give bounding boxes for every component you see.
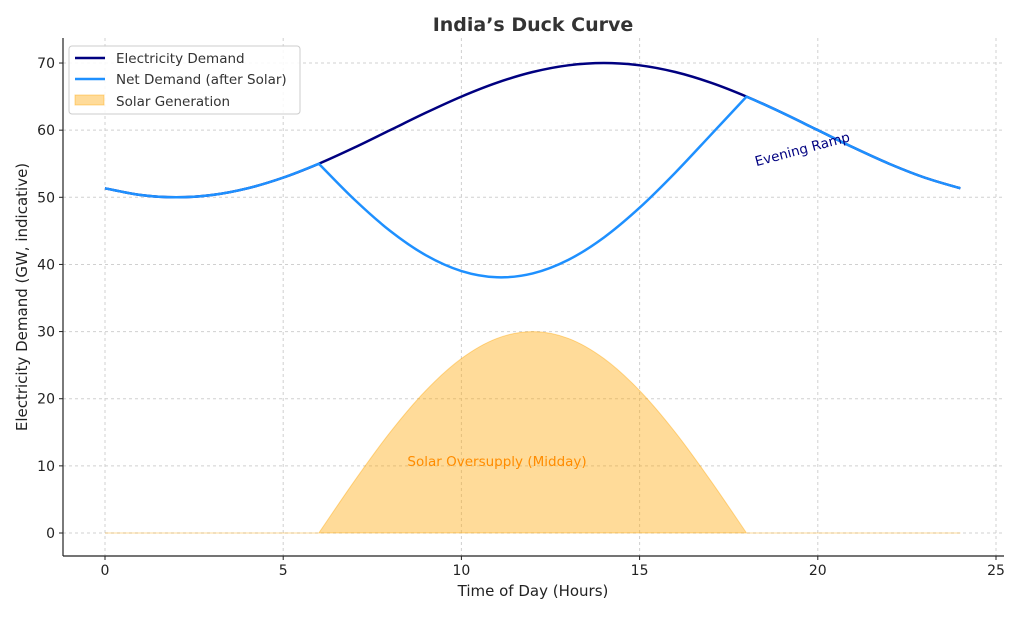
y-tick-label: 20 — [37, 392, 55, 408]
axes: 0 5 10 15 20 25 0 10 20 30 40 50 60 70 — [37, 38, 1005, 579]
chart-title: India’s Duck Curve — [433, 14, 634, 36]
y-tick-label: 10 — [37, 459, 55, 475]
y-tick-label: 60 — [37, 123, 55, 139]
plot-area: Evening Ramp Solar Oversupply (Midday) — [104, 61, 961, 534]
legend-label-demand: Electricity Demand — [116, 51, 245, 67]
solar-generation-area — [105, 331, 961, 534]
annotation-0: Evening Ramp — [753, 129, 851, 170]
x-tick-label: 5 — [279, 563, 288, 579]
x-axis-label: Time of Day (Hours) — [457, 582, 609, 600]
net-demand-line — [104, 95, 961, 279]
y-axis-label: Electricity Demand (GW, indicative) — [13, 163, 31, 431]
x-tick-label: 15 — [631, 563, 649, 579]
annotation-1: Solar Oversupply (Midday) — [407, 454, 586, 470]
x-tick-label: 25 — [987, 563, 1005, 579]
legend: Electricity Demand Net Demand (after Sol… — [68, 45, 301, 115]
y-tick-label: 30 — [37, 325, 55, 341]
legend-swatch-solar — [74, 94, 105, 106]
y-tick-label: 50 — [37, 190, 55, 206]
y-tick-label: 0 — [46, 526, 55, 542]
y-tick-label: 40 — [37, 257, 55, 273]
x-tick-label: 0 — [101, 563, 110, 579]
y-tick-label: 70 — [37, 56, 55, 72]
legend-label-net: Net Demand (after Solar) — [116, 72, 287, 88]
legend-label-solar: Solar Generation — [116, 94, 230, 110]
x-tick-label: 20 — [809, 563, 827, 579]
x-tick-label: 10 — [452, 563, 470, 579]
